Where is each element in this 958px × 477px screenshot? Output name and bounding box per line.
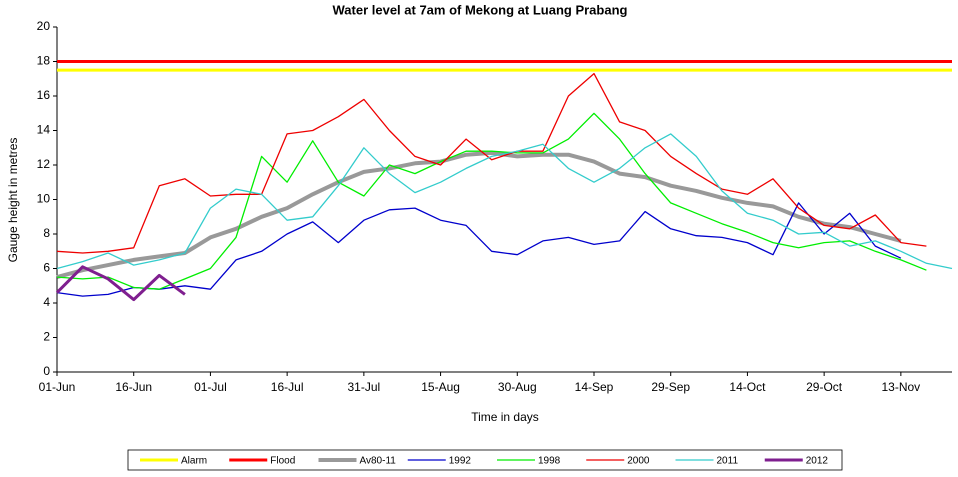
y-tick-label: 8 xyxy=(43,226,50,240)
x-tick-label: 01-Jun xyxy=(39,380,76,394)
x-tick-label: 29-Oct xyxy=(806,380,843,394)
x-axis-title: Time in days xyxy=(471,410,539,424)
series-line xyxy=(56,133,953,270)
legend-label: 2000 xyxy=(627,456,650,467)
legend-label: Alarm xyxy=(181,456,207,467)
legend-label: 1992 xyxy=(449,456,472,467)
chart-title: Water level at 7am of Mekong at Luang Pr… xyxy=(333,2,628,17)
series-line xyxy=(55,265,186,302)
y-tick-label: 6 xyxy=(43,261,50,275)
x-tick-label: 14-Oct xyxy=(729,380,766,394)
y-tick-label: 18 xyxy=(37,54,51,68)
x-tick-label: 31-Jul xyxy=(348,380,381,394)
y-tick-label: 0 xyxy=(43,364,50,378)
x-tick-label: 15-Aug xyxy=(421,380,460,394)
y-tick-label: 4 xyxy=(43,295,50,309)
x-tick-label: 01-Jul xyxy=(194,380,227,394)
y-tick-label: 16 xyxy=(37,88,51,102)
series-line xyxy=(56,202,902,297)
series-line xyxy=(56,72,927,254)
legend-label: 2011 xyxy=(717,456,739,467)
y-tick-label: 10 xyxy=(37,192,51,206)
y-tick-label: 14 xyxy=(37,123,51,137)
x-tick-label: 14-Sep xyxy=(575,380,614,394)
legend-label: 1998 xyxy=(538,456,561,467)
legend-label: Av80-11 xyxy=(360,456,397,467)
y-tick-label: 12 xyxy=(37,157,51,171)
x-tick-label: 13-Nov xyxy=(882,380,921,394)
y-axis-title: Gauge height in metres xyxy=(6,138,20,263)
y-tick-label: 2 xyxy=(43,330,50,344)
x-tick-label: 29-Sep xyxy=(651,380,690,394)
y-tick-label: 20 xyxy=(37,19,51,33)
x-tick-label: 16-Jul xyxy=(271,380,304,394)
legend-box xyxy=(127,449,843,471)
x-tick-label: 16-Jun xyxy=(115,380,152,394)
legend-label: 2012 xyxy=(806,456,829,467)
series-line xyxy=(56,150,902,280)
legend-label: Flood xyxy=(270,456,295,467)
series-line xyxy=(56,112,927,290)
x-tick-label: 30-Aug xyxy=(498,380,537,394)
